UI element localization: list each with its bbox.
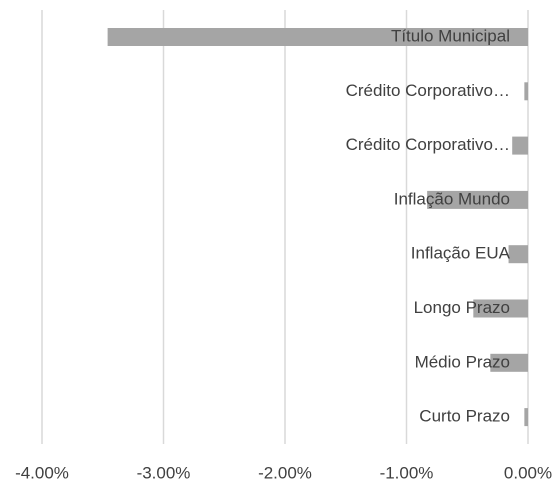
bar (107, 28, 529, 46)
bar (524, 82, 528, 101)
bar (524, 408, 528, 427)
category-label: Médio Prazo (415, 352, 510, 371)
category-label: Inflação EUA (411, 244, 511, 263)
bar (508, 245, 528, 264)
category-label: Título Municipal (391, 26, 510, 45)
category-label: Inflação Mundo (394, 189, 510, 208)
bar (473, 299, 528, 318)
x-tick-label: -4.00% (15, 463, 69, 482)
x-tick-label: -1.00% (380, 463, 434, 482)
category-label: Crédito Corporativo… (346, 81, 510, 100)
bar (512, 136, 528, 155)
x-tick-label: -2.00% (258, 463, 312, 482)
category-label: Curto Prazo (419, 407, 510, 426)
bar (427, 190, 528, 209)
x-tick-label: 0.00% (504, 463, 552, 482)
x-tick-label: -3.00% (137, 463, 191, 482)
bar (490, 353, 528, 372)
category-label: Crédito Corporativo… (346, 135, 510, 154)
category-label: Longo Prazo (414, 298, 510, 317)
